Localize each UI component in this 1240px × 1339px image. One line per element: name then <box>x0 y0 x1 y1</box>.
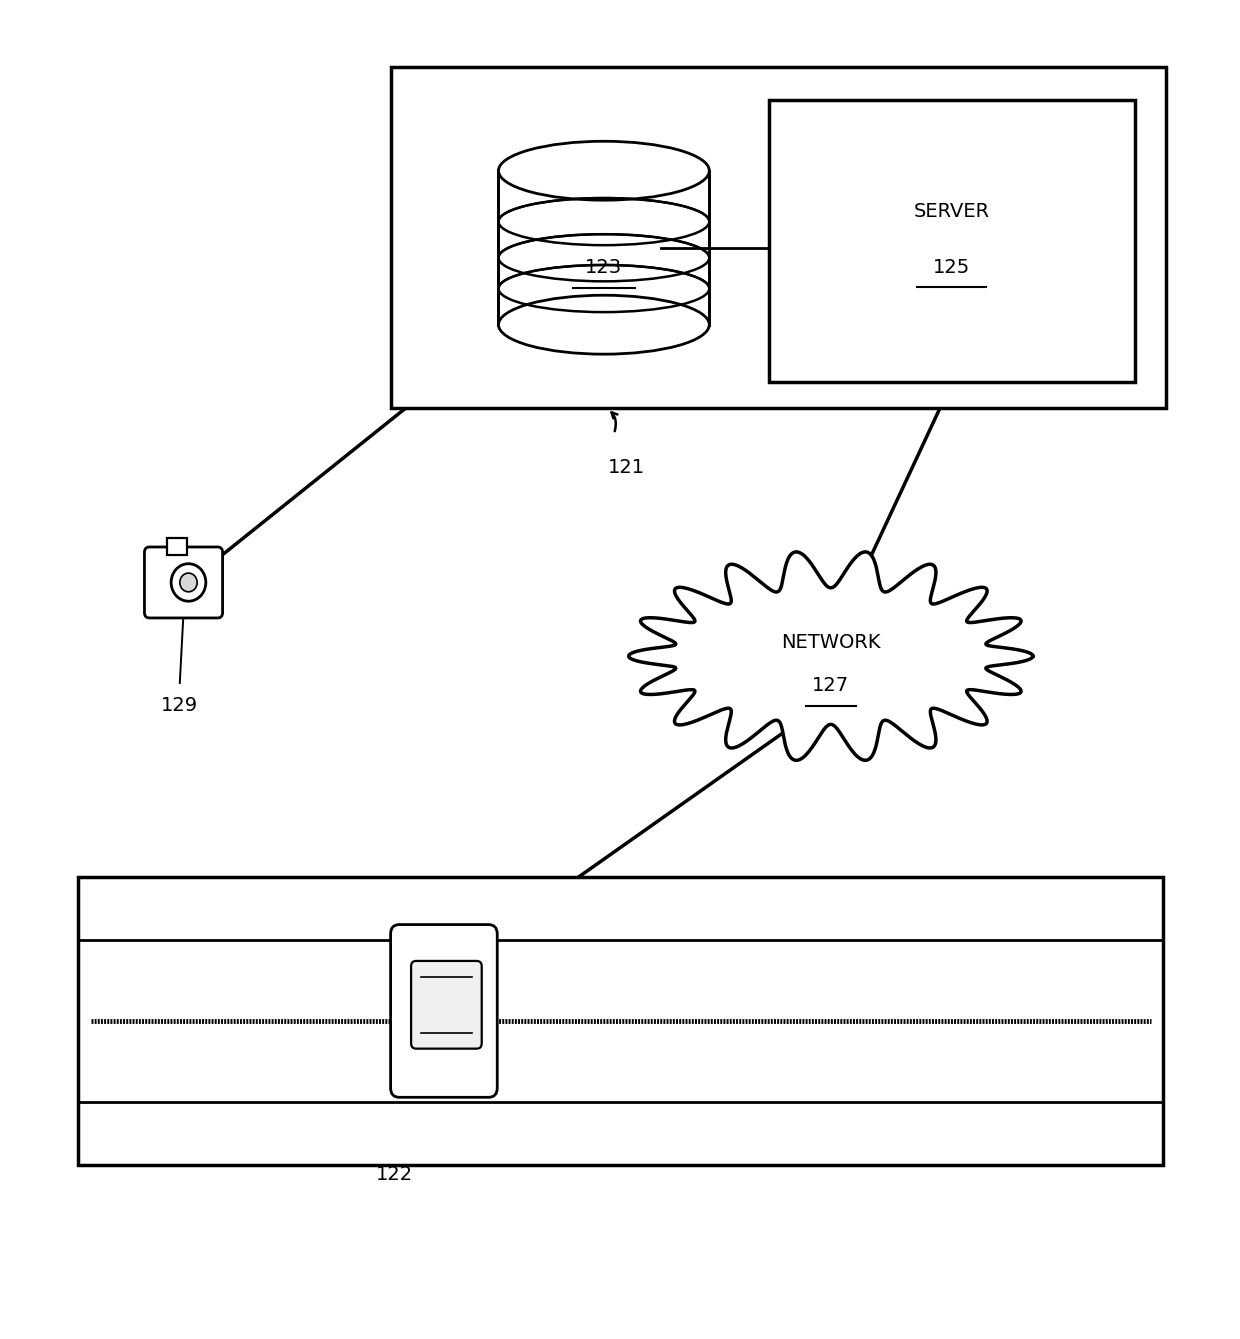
FancyBboxPatch shape <box>144 546 223 619</box>
Bar <box>769 100 1135 382</box>
Ellipse shape <box>171 564 206 601</box>
Text: NETWORK: NETWORK <box>781 633 880 652</box>
Text: 122: 122 <box>376 1165 413 1184</box>
Text: 125: 125 <box>932 258 971 277</box>
Bar <box>167 537 187 554</box>
Ellipse shape <box>498 296 709 353</box>
Ellipse shape <box>498 141 709 201</box>
Text: 123: 123 <box>585 258 622 277</box>
Text: SERVER: SERVER <box>914 202 990 221</box>
FancyBboxPatch shape <box>391 924 497 1098</box>
Bar <box>391 67 1166 408</box>
FancyBboxPatch shape <box>412 961 481 1048</box>
Polygon shape <box>629 552 1033 761</box>
Ellipse shape <box>180 573 197 592</box>
Bar <box>78 877 1163 1165</box>
Text: 129: 129 <box>161 696 198 715</box>
Bar <box>498 170 709 325</box>
Text: 121: 121 <box>608 458 645 477</box>
Text: 127: 127 <box>812 676 849 695</box>
